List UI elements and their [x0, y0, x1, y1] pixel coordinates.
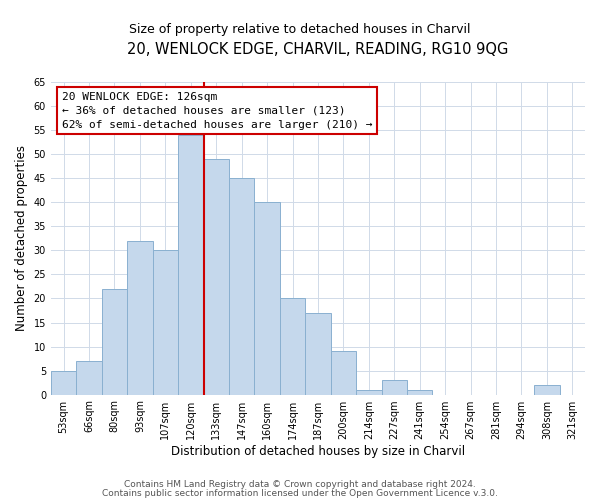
Bar — [407, 390, 433, 394]
Text: Contains public sector information licensed under the Open Government Licence v.: Contains public sector information licen… — [102, 488, 498, 498]
Bar — [51, 370, 76, 394]
Bar — [76, 361, 102, 394]
Bar — [229, 178, 254, 394]
Title: 20, WENLOCK EDGE, CHARVIL, READING, RG10 9QG: 20, WENLOCK EDGE, CHARVIL, READING, RG10… — [127, 42, 509, 58]
Bar — [305, 313, 331, 394]
Text: 20 WENLOCK EDGE: 126sqm
← 36% of detached houses are smaller (123)
62% of semi-d: 20 WENLOCK EDGE: 126sqm ← 36% of detache… — [62, 92, 372, 130]
X-axis label: Distribution of detached houses by size in Charvil: Distribution of detached houses by size … — [171, 444, 465, 458]
Bar — [534, 385, 560, 394]
Bar — [382, 380, 407, 394]
Bar — [331, 352, 356, 395]
Bar — [280, 298, 305, 394]
Bar — [152, 250, 178, 394]
Bar — [178, 135, 203, 394]
Bar — [203, 159, 229, 394]
Text: Size of property relative to detached houses in Charvil: Size of property relative to detached ho… — [129, 22, 471, 36]
Bar — [254, 202, 280, 394]
Bar — [102, 289, 127, 395]
Text: Contains HM Land Registry data © Crown copyright and database right 2024.: Contains HM Land Registry data © Crown c… — [124, 480, 476, 489]
Bar — [356, 390, 382, 394]
Bar — [127, 241, 152, 394]
Y-axis label: Number of detached properties: Number of detached properties — [15, 146, 28, 332]
